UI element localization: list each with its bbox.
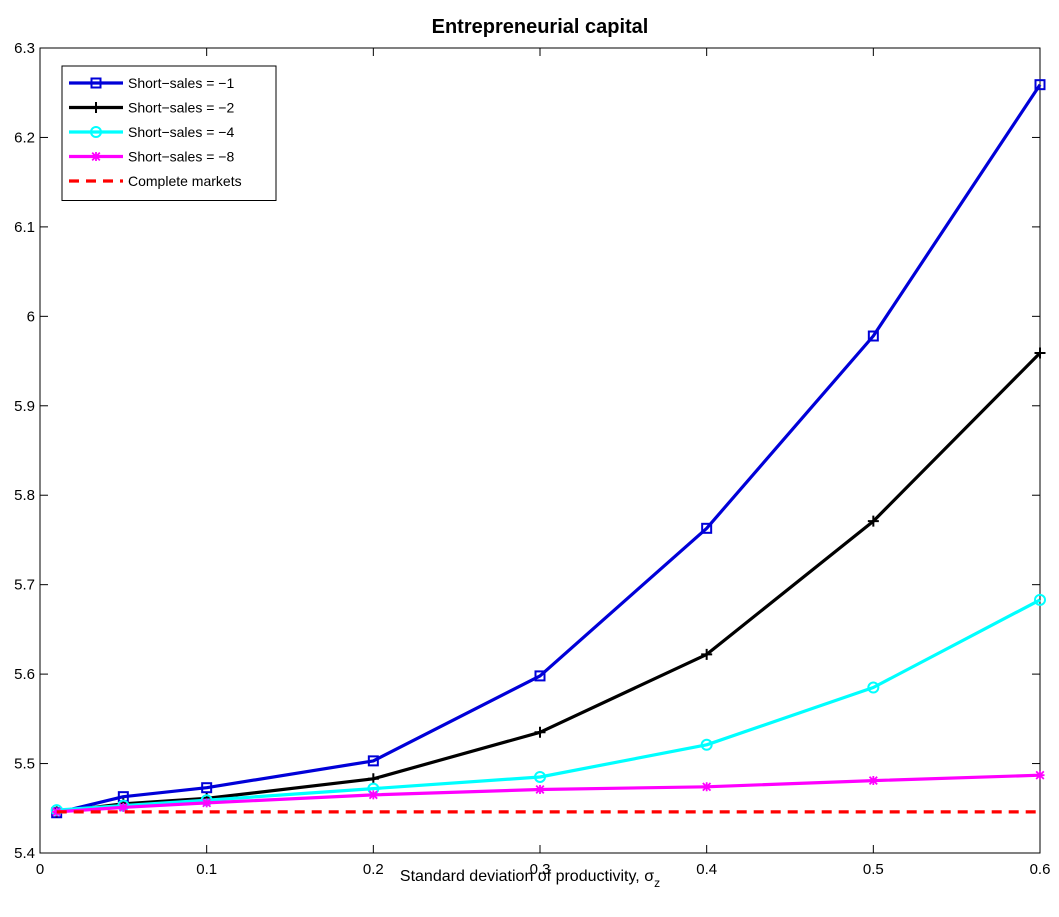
point-marker (201, 782, 213, 794)
legend-label: Short−sales = −2 (128, 100, 234, 116)
plot-area: 0 0.1 0.2 0.3 0.4 0.5 0.6 5.4 5.5 5.6 5.7 5.8 5.9 6 6.… (14, 40, 1050, 878)
series-line (56, 83, 1042, 815)
series-line (56, 351, 1042, 814)
legend-label: Complete markets (128, 173, 242, 189)
chart-title: Entrepreneurial capital (432, 16, 649, 38)
point-marker (90, 126, 102, 138)
y-tick-label: 6.1 (14, 219, 35, 236)
point-marker (867, 515, 879, 527)
y-tick-label: 5.7 (14, 577, 35, 594)
point-marker (534, 670, 546, 682)
series-line (56, 598, 1041, 812)
series-layer (50, 79, 1046, 819)
x-tick-label: 0.4 (696, 861, 717, 878)
point-marker (535, 784, 545, 794)
point-marker (91, 152, 101, 161)
point-marker (700, 738, 713, 751)
point-marker (534, 770, 546, 783)
y-tick-label: 6 (27, 308, 35, 325)
point-marker (867, 330, 879, 342)
point-marker (1034, 347, 1046, 359)
x-axis-label: Standard deviation of productivity, σz (400, 868, 660, 890)
x-tick-label: 0.1 (196, 861, 217, 878)
point-marker (52, 807, 62, 817)
point-marker (1034, 79, 1046, 91)
point-marker (1034, 593, 1046, 606)
point-marker (1035, 770, 1045, 780)
series-line (56, 773, 1041, 814)
y-tick-label: 5.6 (14, 666, 35, 683)
point-marker (367, 773, 379, 785)
point-marker (202, 798, 212, 808)
legend-label: Short−sales = −4 (128, 124, 234, 140)
y-tick-label: 5.9 (14, 398, 35, 415)
y-tick-label: 5.5 (14, 756, 35, 773)
point-marker (868, 776, 878, 786)
x-tick-label: 0.6 (1030, 861, 1051, 878)
point-marker (701, 648, 713, 660)
x-axis-label-subscript: z (654, 876, 660, 890)
y-tick-label: 6.3 (14, 40, 35, 57)
x-axis-label-text: Standard deviation of productivity, (400, 868, 644, 885)
series-3 (50, 593, 1046, 817)
point-marker (368, 790, 378, 800)
y-tick-label: 5.8 (14, 487, 35, 504)
point-marker (118, 802, 128, 812)
x-tick-label: 0.2 (363, 861, 384, 878)
legend-label: Short−sales = −1 (128, 75, 234, 91)
point-marker (701, 522, 713, 534)
legend: Short−sales = −1 Short−sales = −2 Short−sa… (61, 65, 277, 201)
y-tick-label: 6.2 (14, 129, 35, 146)
series-2 (51, 347, 1046, 818)
point-marker (90, 77, 102, 89)
x-tick-label: 0.3 (530, 861, 551, 878)
point-marker (90, 102, 102, 113)
point-marker (702, 782, 712, 792)
x-axis-label-symbol: σ (644, 868, 654, 885)
point-marker (867, 681, 880, 694)
y-tick-label: 5.4 (14, 845, 35, 862)
x-tick-label: 0 (36, 861, 44, 878)
series-1 (51, 79, 1046, 819)
legend-label: Short−sales = −8 (128, 149, 234, 165)
series-4 (52, 770, 1045, 817)
point-marker (367, 755, 379, 767)
point-marker (534, 726, 546, 738)
x-tick-label: 0.5 (863, 861, 884, 878)
